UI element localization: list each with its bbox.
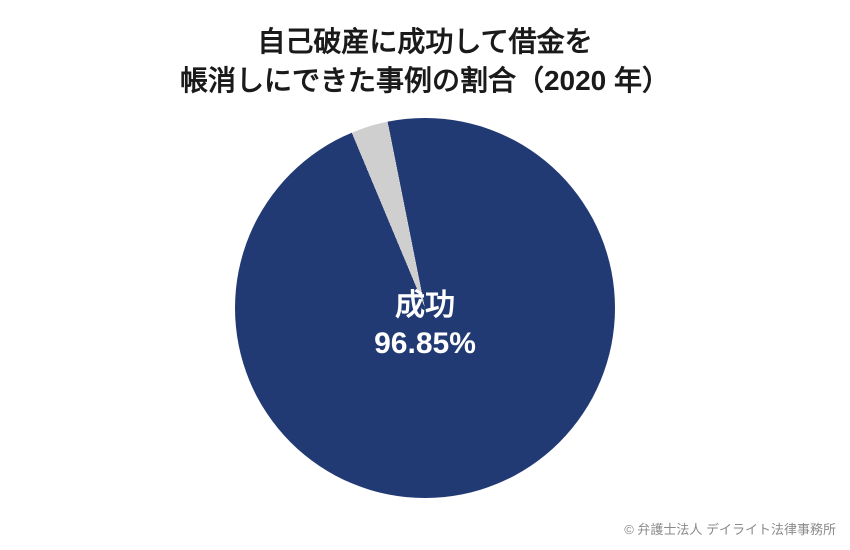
pie-holder: 成功 96.85% xyxy=(235,118,615,498)
pie-center-label-line1: 成功 xyxy=(374,287,476,325)
pie-center-label-line2: 96.85% xyxy=(374,325,476,363)
chart-title: 自己破産に成功して借金を 帳消しにできた事例の割合（2020 年） xyxy=(0,0,850,100)
credit-text: © 弁護士法人 デイライト法律事務所 xyxy=(624,519,836,538)
pie-center-label: 成功 96.85% xyxy=(374,287,476,362)
chart-title-line1: 自己破産に成功して借金を xyxy=(0,22,850,61)
chart-area: 成功 96.85% xyxy=(0,118,850,498)
chart-title-line2: 帳消しにできた事例の割合（2020 年） xyxy=(0,61,850,100)
